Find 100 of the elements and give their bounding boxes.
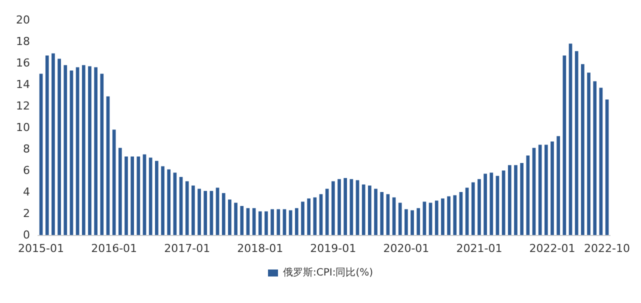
bar	[441, 198, 444, 235]
bar	[234, 202, 238, 235]
legend-label: 俄罗斯:CPI:同比(%)	[283, 266, 374, 278]
bar	[240, 206, 244, 235]
bar	[294, 208, 298, 235]
bar	[252, 208, 256, 235]
bar	[398, 202, 402, 235]
bar	[374, 188, 378, 235]
bar	[70, 70, 74, 235]
bar	[465, 188, 469, 235]
bar	[112, 130, 116, 235]
bar	[447, 196, 450, 235]
bar	[368, 186, 372, 235]
bar	[264, 211, 268, 235]
y-tick-label: 4	[23, 186, 30, 198]
y-tick-label: 20	[16, 14, 30, 26]
bar	[484, 174, 487, 235]
bar	[88, 66, 92, 235]
x-tick-label: 2022-10	[584, 242, 630, 255]
bar	[216, 188, 220, 235]
bar	[556, 136, 560, 235]
bar	[94, 67, 98, 235]
bar	[319, 194, 323, 235]
bar	[192, 186, 195, 235]
bar	[270, 209, 274, 235]
bar	[325, 188, 329, 235]
bar	[155, 160, 158, 235]
y-tick-label: 8	[23, 142, 30, 156]
bar	[350, 179, 354, 235]
bar	[532, 148, 536, 235]
bar	[130, 156, 134, 235]
bar	[76, 67, 80, 235]
bar	[526, 155, 530, 235]
bar	[307, 198, 310, 235]
bar	[434, 200, 438, 235]
bar	[52, 53, 55, 235]
bar	[344, 178, 348, 235]
bar	[282, 209, 286, 235]
bar	[124, 156, 128, 235]
bar	[167, 169, 171, 235]
bar	[258, 211, 262, 235]
bar	[222, 193, 226, 235]
bar	[100, 74, 104, 235]
y-tick-label: 16	[16, 56, 30, 70]
x-tick-label: 2022-01	[529, 242, 576, 255]
bar	[246, 208, 250, 235]
y-tick-label: 14	[16, 78, 30, 91]
bar	[338, 179, 341, 235]
bar	[64, 65, 68, 235]
bar	[490, 172, 494, 235]
x-tick-label: 2018-01	[237, 242, 284, 255]
bar	[538, 144, 542, 235]
x-tick-label: 2017-01	[164, 242, 210, 255]
bar	[136, 156, 140, 235]
bar	[179, 176, 183, 235]
bar	[142, 154, 146, 235]
x-tick-label: 2021-01	[456, 242, 502, 255]
bar	[276, 209, 280, 235]
y-tick-label: 12	[16, 100, 30, 112]
bar	[544, 144, 548, 235]
bar	[228, 200, 232, 235]
bar	[599, 88, 603, 235]
bar	[581, 64, 584, 235]
bar	[404, 209, 408, 235]
bar	[313, 197, 317, 235]
bar	[459, 192, 463, 235]
bar	[508, 165, 512, 235]
bar	[45, 55, 49, 235]
x-tick-label: 2019-01	[310, 242, 356, 255]
bar	[568, 44, 572, 235]
bar	[416, 208, 420, 235]
bar	[502, 170, 506, 235]
bar	[58, 58, 61, 235]
bar	[386, 194, 390, 235]
bar	[593, 81, 597, 235]
bar	[605, 100, 609, 235]
bar	[471, 182, 475, 235]
bar	[514, 165, 518, 235]
bar	[587, 72, 590, 235]
bar	[301, 202, 304, 235]
bar	[453, 195, 457, 235]
x-tick-label: 2015-01	[18, 242, 64, 255]
y-tick-label: 10	[16, 121, 30, 134]
bar	[204, 190, 208, 235]
y-tick-label: 2	[23, 207, 30, 220]
bar	[362, 184, 366, 235]
bar	[562, 55, 566, 235]
bar	[520, 162, 524, 235]
bar	[173, 172, 177, 235]
bar	[574, 51, 578, 235]
bar	[161, 166, 164, 235]
bar	[148, 158, 152, 235]
bar	[331, 181, 335, 235]
y-tick-label: 18	[16, 35, 30, 48]
bar	[356, 180, 360, 235]
bar	[198, 188, 201, 235]
bar	[380, 192, 384, 235]
x-tick-label: 2016-01	[91, 242, 138, 255]
x-tick-label: 2020-01	[383, 242, 430, 255]
bar	[478, 179, 481, 235]
